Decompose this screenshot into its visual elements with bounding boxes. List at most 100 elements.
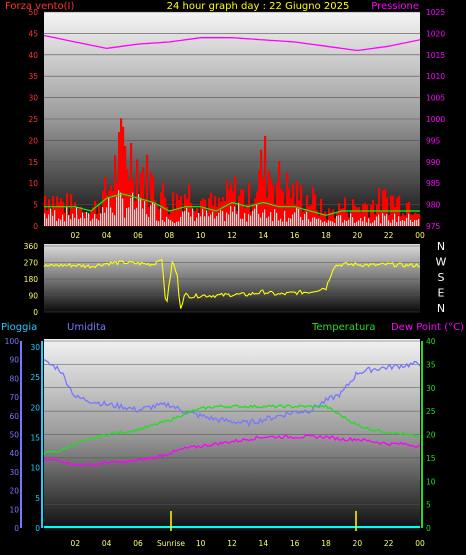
gust-bar: [116, 196, 118, 226]
wind-bar: [272, 185, 275, 226]
humidity-tick-label: 30: [9, 468, 19, 477]
wind-bar: [416, 213, 419, 226]
wind-bar: [136, 159, 139, 226]
time-tick-label: 22: [384, 231, 394, 240]
wind-bar: [270, 178, 273, 226]
gust-bar: [200, 216, 202, 226]
gust-bar: [308, 219, 310, 226]
humidity-tick-label: 100: [5, 337, 20, 346]
gust-bar: [186, 207, 188, 226]
gust-bar: [302, 220, 304, 226]
time-tick-label: 14: [259, 539, 269, 548]
gust-bar: [198, 212, 200, 226]
gust-bar: [52, 215, 54, 226]
wind-bar: [232, 191, 235, 226]
gust-bar: [314, 217, 316, 226]
wind-bar: [366, 204, 369, 226]
wind-bar: [62, 201, 65, 226]
wind-bar: [414, 212, 417, 226]
wind-bar: [372, 199, 375, 226]
gust-bar: [54, 210, 56, 226]
gust-bar: [154, 204, 156, 226]
wind-bar: [380, 211, 383, 226]
wind-bar: [80, 206, 83, 226]
time-tick-label: 18: [321, 539, 331, 548]
gust-bar: [258, 213, 260, 226]
time-tick-label: 18: [321, 231, 331, 240]
wind-bar: [248, 182, 251, 226]
wind-tick-label: 25: [28, 115, 38, 124]
wind-bar: [110, 184, 113, 226]
gust-bar: [168, 219, 170, 226]
pressure-tick-label: 1005: [426, 94, 445, 103]
wind-bar: [90, 210, 93, 226]
time-tick-label: 00: [415, 539, 425, 548]
wind-bar: [164, 197, 167, 226]
gust-bar: [86, 211, 88, 226]
wind-bar: [150, 172, 153, 226]
temperature-tick-label: 40: [426, 337, 436, 346]
gust-bar: [180, 216, 182, 226]
temperature-axis-title: Temperatura: [311, 322, 376, 333]
wind-tick-label: 40: [28, 51, 38, 60]
humidity-tick-label: 80: [9, 374, 19, 383]
gust-bar: [164, 221, 166, 226]
gust-bar: [410, 219, 412, 226]
wind-bar: [322, 213, 325, 226]
gust-bar: [342, 222, 344, 226]
direction-series-line: [43, 258, 421, 309]
gust-bar: [220, 210, 222, 226]
wind-bar: [382, 190, 385, 226]
gust-bar: [92, 218, 94, 226]
gust-bar: [388, 220, 390, 226]
pressure-tick-label: 975: [426, 222, 441, 231]
temperature-tick-label: 10: [426, 477, 436, 486]
wind-bar: [290, 198, 293, 226]
gust-bar: [416, 220, 418, 226]
gust-bar: [102, 207, 104, 226]
gust-bar: [196, 217, 198, 226]
wind-bar: [64, 212, 67, 226]
dewpoint-series-line: [43, 434, 421, 468]
gust-bar: [234, 206, 236, 226]
gust-bar: [76, 207, 78, 226]
pressure-tick-label: 980: [426, 201, 441, 210]
wind-bar: [56, 196, 59, 226]
wind-bar: [332, 209, 335, 226]
gust-bar: [276, 212, 278, 226]
humidity-series-line: [43, 359, 421, 428]
gust-bar: [142, 208, 144, 226]
wind-bar: [362, 203, 365, 226]
gust-bar: [66, 207, 68, 226]
direction-plot-area: [44, 244, 420, 312]
time-tick-label: 08: [165, 231, 175, 240]
temperature-tick-label: 20: [426, 431, 436, 440]
gust-bar: [56, 220, 58, 226]
wind-bar: [342, 208, 345, 226]
wind-bar: [162, 182, 165, 226]
gust-bar: [58, 218, 60, 226]
wind-bar: [184, 194, 187, 226]
wind-bar: [356, 207, 359, 226]
humidity-temperature-plot-area: [44, 339, 420, 531]
wind-axis-title: Forza vento(I): [5, 1, 74, 12]
gust-bar: [300, 216, 302, 226]
wind-bar: [224, 201, 227, 226]
gust-bar: [380, 223, 382, 226]
gust-bar: [138, 194, 140, 226]
gust-bar: [272, 221, 274, 226]
humidity-axis-title: Umidita: [67, 322, 106, 333]
time-tick-label: 22: [384, 539, 394, 548]
gust-bar: [230, 206, 232, 226]
wind-bar: [114, 155, 117, 226]
wind-tick-label: 35: [28, 72, 38, 81]
humidity-tick-label: 90: [9, 356, 19, 365]
gust-bar: [240, 218, 242, 226]
wind-bar: [302, 211, 305, 226]
gust-bar: [398, 216, 400, 226]
wind-bar: [218, 197, 221, 226]
rain-tick-label: 5: [35, 494, 40, 503]
pressure-tick-label: 985: [426, 179, 441, 188]
gust-bar: [246, 221, 248, 226]
time-tick-label: 06: [133, 231, 143, 240]
